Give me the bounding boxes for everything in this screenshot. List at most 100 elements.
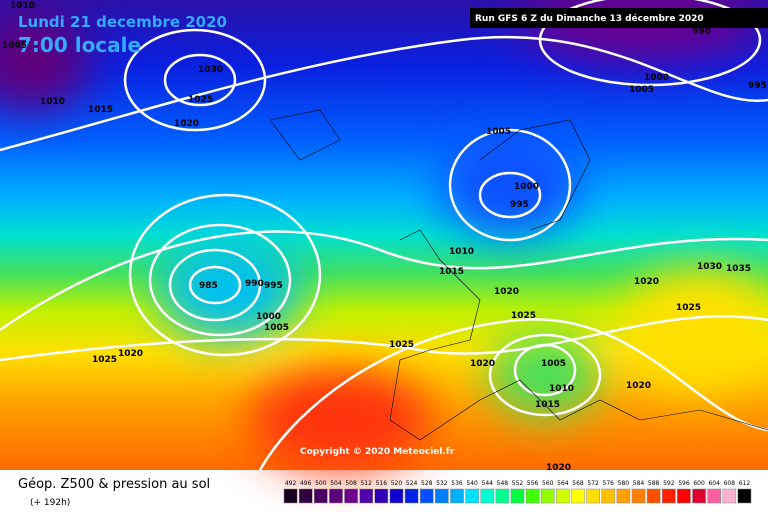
isobar-label: 995: [264, 281, 283, 291]
colorbar-label: 556: [527, 480, 539, 487]
isobar-label: 1015: [88, 105, 113, 115]
isobar-label: 1020: [626, 381, 651, 391]
colorbar-swatch: [525, 488, 540, 504]
colorbar-swatch: [601, 488, 616, 504]
colorbar-swatch: [556, 488, 570, 504]
colorbar-label: 584: [633, 480, 645, 487]
colorbar-label: 608: [724, 480, 736, 487]
colorbar-label: 568: [572, 480, 584, 487]
colorbar-label: 548: [497, 480, 509, 487]
colorbar-swatch: [298, 488, 313, 504]
colorbar-label: 504: [330, 480, 342, 487]
time: 7:00 locale: [18, 33, 141, 57]
isobar-label: 1000: [514, 182, 539, 192]
copyright: Copyright © 2020 Meteociel.fr: [300, 447, 455, 457]
isobar-label: 1010: [549, 384, 574, 394]
isobar-label: 1025: [676, 303, 701, 313]
colorbar-label: 516: [376, 480, 388, 487]
colorbar-swatch: [465, 488, 479, 504]
isobar-label: 985: [199, 281, 218, 291]
isobar-label: 1005: [541, 359, 566, 369]
isobar-label: 1005: [2, 41, 27, 51]
isobar-label: 1025: [188, 95, 213, 105]
colorbar-label: 596: [678, 480, 690, 487]
colorbar-label: 612: [739, 480, 751, 487]
colorbar-label: 500: [315, 480, 327, 487]
colorbar-label: 524: [406, 480, 418, 487]
isobar-label: 1020: [494, 287, 519, 297]
colorbar-swatch: [616, 488, 631, 504]
isobar-label: 1025: [92, 355, 117, 365]
colorbar-label: 600: [693, 480, 705, 487]
isobar-label: 1030: [697, 262, 722, 272]
colorbar-swatch: [495, 488, 510, 504]
colorbar-label: 572: [587, 480, 599, 487]
colorbar-swatch: [722, 488, 737, 504]
isobar-label: 1020: [634, 277, 659, 287]
colorbar-swatch: [646, 488, 661, 504]
colorbar-swatch: [435, 488, 449, 504]
isobar-label: 1035: [726, 264, 751, 274]
colorbar-label: 592: [663, 480, 675, 487]
colorbar-label: 560: [542, 480, 554, 487]
isobar-label: 1000: [644, 73, 669, 83]
colorbar-swatch: [571, 488, 585, 504]
colorbar-label: 512: [360, 480, 372, 487]
footer-lead: (+ 192h): [30, 498, 70, 508]
date: Lundi 21 decembre 2020: [18, 13, 227, 31]
isobar-label: 1010: [449, 247, 474, 257]
colorbar-swatch: [389, 488, 404, 504]
colorbar-label: 508: [345, 480, 357, 487]
colorbar-label: 588: [648, 480, 660, 487]
colorbar-swatch: [631, 488, 646, 504]
colorbar-swatch: [661, 488, 676, 504]
isobar-label: 990: [245, 279, 264, 289]
colorbar-swatch: [586, 488, 600, 504]
colorbar-swatch: [450, 488, 464, 504]
colorbar-swatch: [314, 488, 328, 504]
isobar-label: 1010: [10, 1, 35, 11]
isobar-label: 1020: [470, 359, 495, 369]
isobar-label: 995: [510, 200, 529, 210]
colorbar-label: 492: [285, 480, 297, 487]
colorbar-label: 604: [708, 480, 720, 487]
isobar-labels: 1010 1005 1010 1015 1030 1025 1020 1005 …: [2, 1, 767, 473]
colorbar-swatch: [540, 488, 555, 504]
footer-title: Géop. Z500 & pression au sol: [18, 477, 210, 492]
colorbar-swatch: [329, 488, 343, 504]
isobar-label: 1005: [629, 85, 654, 95]
colorbar-label: 540: [466, 480, 478, 487]
isobar-label: 1025: [511, 311, 536, 321]
colorbar-swatch: [677, 488, 691, 504]
isobar-label: 1015: [439, 267, 464, 277]
colorbar-label: 536: [451, 480, 463, 487]
colorbar-swatch: [419, 488, 434, 504]
colorbar-swatch: [374, 488, 389, 504]
colorbar-swatch: [359, 488, 374, 504]
isobar-label: 1020: [546, 463, 571, 473]
colorbar-swatch: [737, 488, 752, 504]
isobar-label: 1020: [118, 349, 143, 359]
colorbar-swatch: [344, 488, 358, 504]
isobar-label: 1020: [174, 119, 199, 129]
colorbar-swatch: [707, 488, 721, 504]
colorbar-label: 580: [618, 480, 630, 487]
isobar-label: 1005: [486, 127, 511, 137]
colorbar-label: 544: [482, 480, 494, 487]
run-info: Run GFS 6 Z du Dimanche 13 décembre 2020: [475, 13, 704, 24]
colorbar-label: 552: [512, 480, 524, 487]
isobar-label: 1030: [198, 65, 223, 75]
colorbar-label: 520: [391, 480, 403, 487]
colorbar-label: 564: [557, 480, 569, 487]
isobar-label: 1025: [389, 340, 414, 350]
colorbar-swatch: [480, 488, 495, 504]
isobar-label: 1010: [40, 97, 65, 107]
colorbar-swatch: [510, 488, 525, 504]
isobar-label: 1000: [256, 312, 281, 322]
colorbar-label: 528: [421, 480, 433, 487]
colorbar-swatch: [283, 488, 298, 504]
colorbar: 492 496 500 504 508 512 516 520 524 528 532 536 540 5…: [283, 480, 752, 504]
isobar-label: 995: [748, 81, 767, 91]
map: Run GFS 6 Z du Dimanche 13 décembre 2020…: [0, 0, 768, 473]
